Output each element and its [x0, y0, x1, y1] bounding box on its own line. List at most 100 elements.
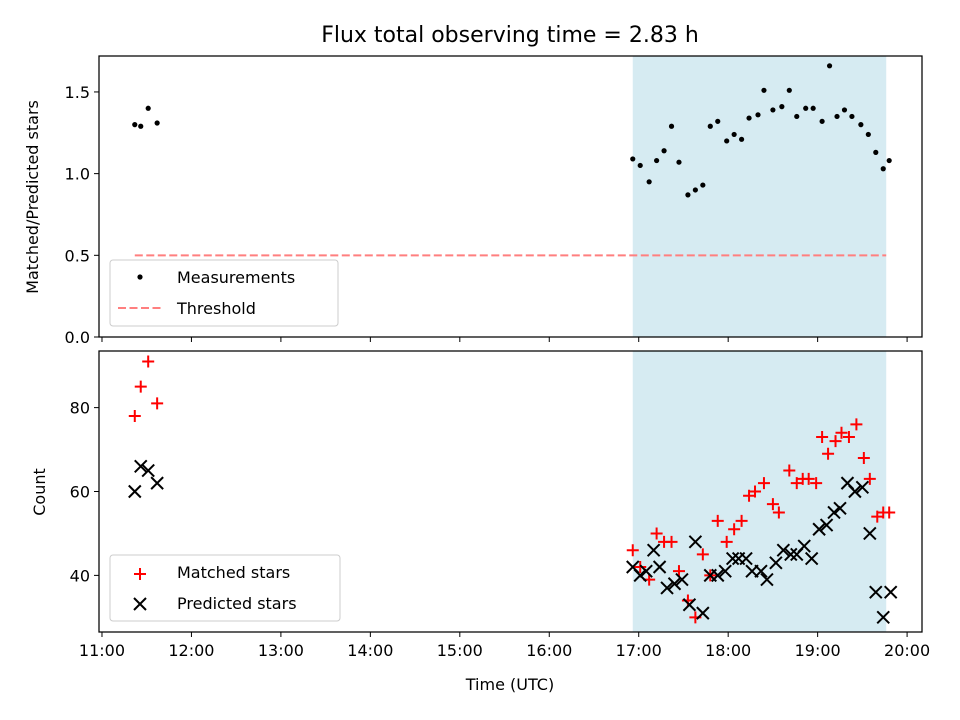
predicted-star-point	[739, 551, 753, 566]
matched-star-point	[142, 355, 155, 368]
matched-star-point	[857, 451, 870, 464]
predicted-star-point	[660, 581, 674, 595]
measurement-point	[886, 157, 892, 164]
predicted-star-point	[784, 547, 798, 562]
matched-star-point	[863, 472, 876, 485]
predicted-star-point	[128, 484, 142, 499]
measurement-point	[865, 131, 871, 138]
legend-matched-label: Matched stars	[177, 563, 290, 582]
legend-measurements-label: Measurements	[177, 268, 295, 287]
y-tick-label: 1.0	[65, 165, 90, 184]
legend-predicted-label: Predicted stars	[177, 594, 297, 613]
matched-star-point	[842, 430, 855, 443]
top-legend-box	[109, 259, 339, 327]
measurement-point	[761, 87, 767, 93]
matched-star-point	[810, 477, 823, 490]
predicted-star-point	[776, 543, 791, 557]
matched-star-point	[128, 410, 141, 423]
predicted-star-point	[848, 484, 862, 499]
bottom-series-group	[128, 355, 898, 625]
measurement-point	[731, 131, 737, 138]
matched-star-point	[783, 464, 796, 477]
measurement-point	[770, 107, 776, 113]
predicted-star-point	[883, 585, 898, 599]
measurement-point	[849, 113, 855, 120]
y-tick-label: 60	[70, 483, 90, 502]
matched-star-point	[728, 523, 741, 536]
predicted-star-point	[646, 543, 661, 557]
predicted-star-point	[725, 551, 740, 566]
x-tick-label: 13:00	[258, 641, 304, 660]
legend-predicted-marker	[133, 597, 147, 611]
measurement-point	[668, 123, 675, 129]
measurement-point	[630, 156, 636, 162]
matched-star-point	[802, 472, 815, 485]
top-panel: 0.0 0.5 1.0 1.5 Flux total observing time =…	[23, 23, 923, 347]
x-tick-label: 14:00	[347, 641, 393, 660]
matched-star-point	[665, 535, 678, 548]
matched-star-point	[822, 447, 835, 460]
predicted-star-point	[819, 518, 834, 532]
predicted-star-point	[652, 560, 667, 574]
measurement-point	[794, 113, 800, 120]
x-tick-label: 18:00	[705, 641, 751, 660]
measurement-point	[661, 148, 667, 154]
top-ticks: 0.0 0.5 1.0 1.5	[65, 83, 908, 347]
predicted-star-point	[667, 577, 682, 591]
legend-threshold-label: Threshold	[176, 299, 256, 318]
matched-star-point	[766, 498, 779, 511]
matched-star-point	[735, 514, 748, 527]
predicted-star-point	[141, 463, 155, 478]
bottom-y-axis-label: Count	[30, 468, 49, 516]
measurement-point	[803, 105, 809, 111]
measurement-point	[746, 115, 752, 121]
predicted-star-point	[718, 564, 732, 578]
predicted-star-point	[876, 610, 890, 625]
predicted-star-point	[134, 459, 148, 474]
matched-star-point	[696, 548, 709, 561]
x-tick-label: 16:00	[526, 641, 572, 660]
predicted-star-point	[639, 564, 653, 578]
y-tick-label: 40	[70, 566, 90, 585]
predicted-star-point	[797, 539, 811, 553]
legend-measurements-marker	[137, 274, 143, 280]
x-tick-label: 11:00	[79, 641, 125, 660]
matched-star-point	[634, 560, 647, 573]
measurement-point	[646, 179, 652, 185]
matched-star-point	[850, 418, 863, 431]
bottom-ticks: 11:00 12:00 13:00 14:00 15:00 16:00 17:00 18:00…	[70, 399, 931, 660]
measurement-point	[873, 149, 879, 155]
predicted-star-point	[688, 535, 703, 549]
x-tick-label: 12:00	[168, 641, 214, 660]
predicted-star-point	[150, 476, 164, 490]
matched-star-point	[757, 477, 770, 490]
measurement-point	[738, 136, 745, 142]
measurement-point	[819, 118, 825, 124]
legend-matched-marker	[134, 568, 146, 580]
measurement-point	[779, 104, 785, 110]
y-tick-label: 0.0	[65, 328, 90, 347]
top-y-axis-label: Matched/Predicted stars	[23, 100, 42, 294]
x-tick-label: 15:00	[437, 641, 483, 660]
measurement-point	[692, 187, 698, 193]
matched-star-point	[711, 514, 724, 527]
matched-star-point	[816, 430, 829, 443]
measurement-point	[724, 138, 730, 144]
predicted-star-point	[696, 606, 710, 620]
matched-star-point	[883, 506, 896, 519]
chart-title: Flux total observing time = 2.83 h	[321, 23, 699, 48]
measurement-point	[834, 113, 840, 120]
measurement-point	[685, 192, 691, 198]
measurement-point	[810, 105, 816, 111]
top-legend: Measurements Threshold	[109, 259, 339, 327]
x-axis-label: Time (UTC)	[465, 675, 554, 694]
y-tick-label: 80	[70, 399, 90, 418]
measurement-point	[132, 122, 138, 128]
x-tick-label: 19:00	[795, 641, 841, 660]
measurement-point	[841, 107, 848, 113]
measurement-point	[786, 87, 792, 93]
measurement-point	[654, 157, 660, 164]
predicted-star-point	[711, 568, 725, 583]
predicted-star-point	[833, 501, 847, 515]
